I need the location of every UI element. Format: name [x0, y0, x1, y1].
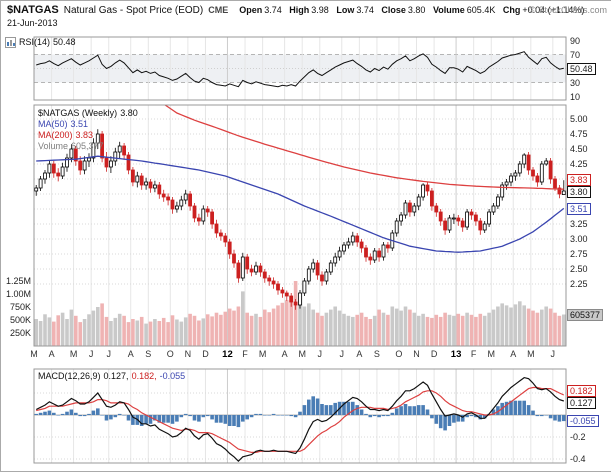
month-label: M: [527, 349, 535, 359]
price-tick: 4.50: [570, 144, 588, 154]
macd-hist-value: -0.055: [159, 371, 186, 381]
month-label: A: [48, 349, 55, 359]
month-label: S: [373, 349, 380, 359]
macd-label-text: MACD(12,26,9): [38, 371, 101, 381]
month-label: F: [470, 349, 477, 359]
copyright: © StockCharts.com: [529, 5, 607, 15]
macd-signal-value: 0.182,: [131, 371, 157, 381]
chg-label: Chg: [502, 5, 521, 15]
volume-tick: 500K: [9, 315, 31, 325]
month-label: M: [69, 349, 78, 359]
month-label: D: [430, 349, 438, 359]
exchange-label: CME: [208, 5, 229, 15]
chg-value: +0.04 (+1.14%): [522, 5, 585, 15]
low-value: 3.74: [356, 5, 374, 15]
quote-line: Open 3.74 High 3.98 Low 3.74 Close 3.80 Volu…: [234, 5, 584, 15]
ma50-label: MA(50): [38, 119, 68, 129]
volume-legend-label: Volume: [38, 141, 69, 151]
month-label: M: [30, 349, 38, 359]
macd-tick: -0.4: [570, 454, 586, 464]
macd-indicator-label: MACD(12,26,9) 0.127, 0.182, -0.055: [38, 371, 185, 381]
legend-symbol-close: 3.80: [120, 108, 138, 118]
chart-date: 21-Jun-2013: [7, 18, 58, 28]
volume-value-box: 605377: [567, 309, 604, 321]
month-label: 13: [450, 349, 462, 360]
month-label: M: [298, 349, 306, 359]
low-label: Low: [336, 5, 355, 15]
price-tick: 3.25: [570, 219, 588, 229]
rsi-value-box: 50.48: [567, 63, 596, 75]
ticker-description: Natural Gas - Spot Price (EOD): [63, 5, 204, 16]
ticker-symbol: $NATGAS: [7, 4, 59, 16]
rsi-tick: 90: [570, 35, 581, 46]
month-label: 12: [222, 349, 233, 360]
price-tick: 3.00: [570, 234, 588, 244]
month-label: N: [413, 349, 420, 359]
open-label: Open: [239, 5, 263, 15]
month-label: J: [317, 349, 323, 359]
price-tick: 2.50: [570, 264, 588, 274]
month-label: N: [184, 349, 192, 359]
ma200-label: MA(200): [38, 130, 73, 140]
rsi-label-text: RSI(14): [19, 37, 51, 47]
month-label: J: [106, 349, 111, 359]
sharpchart-icon: [5, 37, 16, 48]
legend-symbol-text: $NATGAS (Weekly): [38, 108, 118, 118]
month-label: A: [356, 349, 363, 359]
legend-ma50: MA(50) 3.51: [38, 119, 88, 129]
macd-tick: -0.2: [570, 432, 586, 442]
macd-hist-value-box: -0.055: [567, 415, 599, 427]
high-label: High: [289, 5, 310, 15]
rsi-tick: 30: [570, 77, 581, 88]
volume-legend-value: 605,377: [71, 141, 104, 151]
month-label: M: [487, 349, 496, 359]
legend-volume: Volume 605,377: [38, 141, 104, 151]
volume-tick: 1.00M: [5, 289, 31, 299]
ma50-value-box: 3.51: [567, 203, 591, 215]
price-tick: 4.25: [570, 159, 588, 169]
month-label: S: [145, 349, 152, 359]
close-label: Close: [381, 5, 406, 15]
price-tick: 5.00: [570, 114, 588, 124]
month-label: A: [510, 349, 517, 359]
rsi-tick: 70: [570, 49, 581, 60]
rsi-tick: 10: [570, 91, 581, 102]
macd-value-box: 0.127: [567, 397, 596, 409]
month-label: J: [339, 349, 345, 359]
close-value-box: 3.80: [567, 186, 591, 198]
macd-signal-value-box: 0.182: [567, 385, 596, 397]
price-tick: 4.75: [570, 129, 588, 139]
month-label: O: [166, 349, 174, 359]
chart-header: $NATGAS Natural Gas - Spot Price (EOD) C…: [7, 4, 584, 16]
month-label: J: [88, 349, 94, 359]
legend-symbol: $NATGAS (Weekly) 3.80: [38, 108, 138, 118]
ma50-value: 3.51: [70, 119, 89, 129]
price-tick: 2.75: [570, 249, 588, 259]
month-label: J: [550, 349, 556, 359]
month-label: D: [202, 349, 209, 359]
macd-line-value: 0.127,: [103, 371, 129, 381]
ma200-value-box: 3.83: [567, 174, 591, 186]
volume-tick: 750K: [9, 302, 31, 312]
high-value: 3.98: [311, 5, 329, 15]
close-value: 3.80: [407, 5, 426, 15]
open-value: 3.74: [264, 5, 282, 15]
legend-ma200: MA(200) 3.83: [38, 130, 93, 140]
volume-tick: 1.25M: [5, 276, 31, 286]
ma200-value: 3.83: [75, 130, 94, 140]
month-label: M: [258, 349, 267, 359]
rsi-indicator-label: RSI(14) 50.48: [19, 37, 76, 47]
volume-label: Volume: [432, 5, 465, 15]
volume-tick: 250K: [9, 328, 31, 338]
volume-value: 605.4K: [466, 5, 496, 15]
month-label: A: [127, 349, 134, 359]
month-label: A: [281, 349, 288, 359]
month-label: O: [395, 349, 403, 359]
month-label: F: [242, 349, 248, 359]
price-tick: 2.25: [570, 279, 588, 289]
rsi-label-value: 50.48: [53, 37, 76, 47]
